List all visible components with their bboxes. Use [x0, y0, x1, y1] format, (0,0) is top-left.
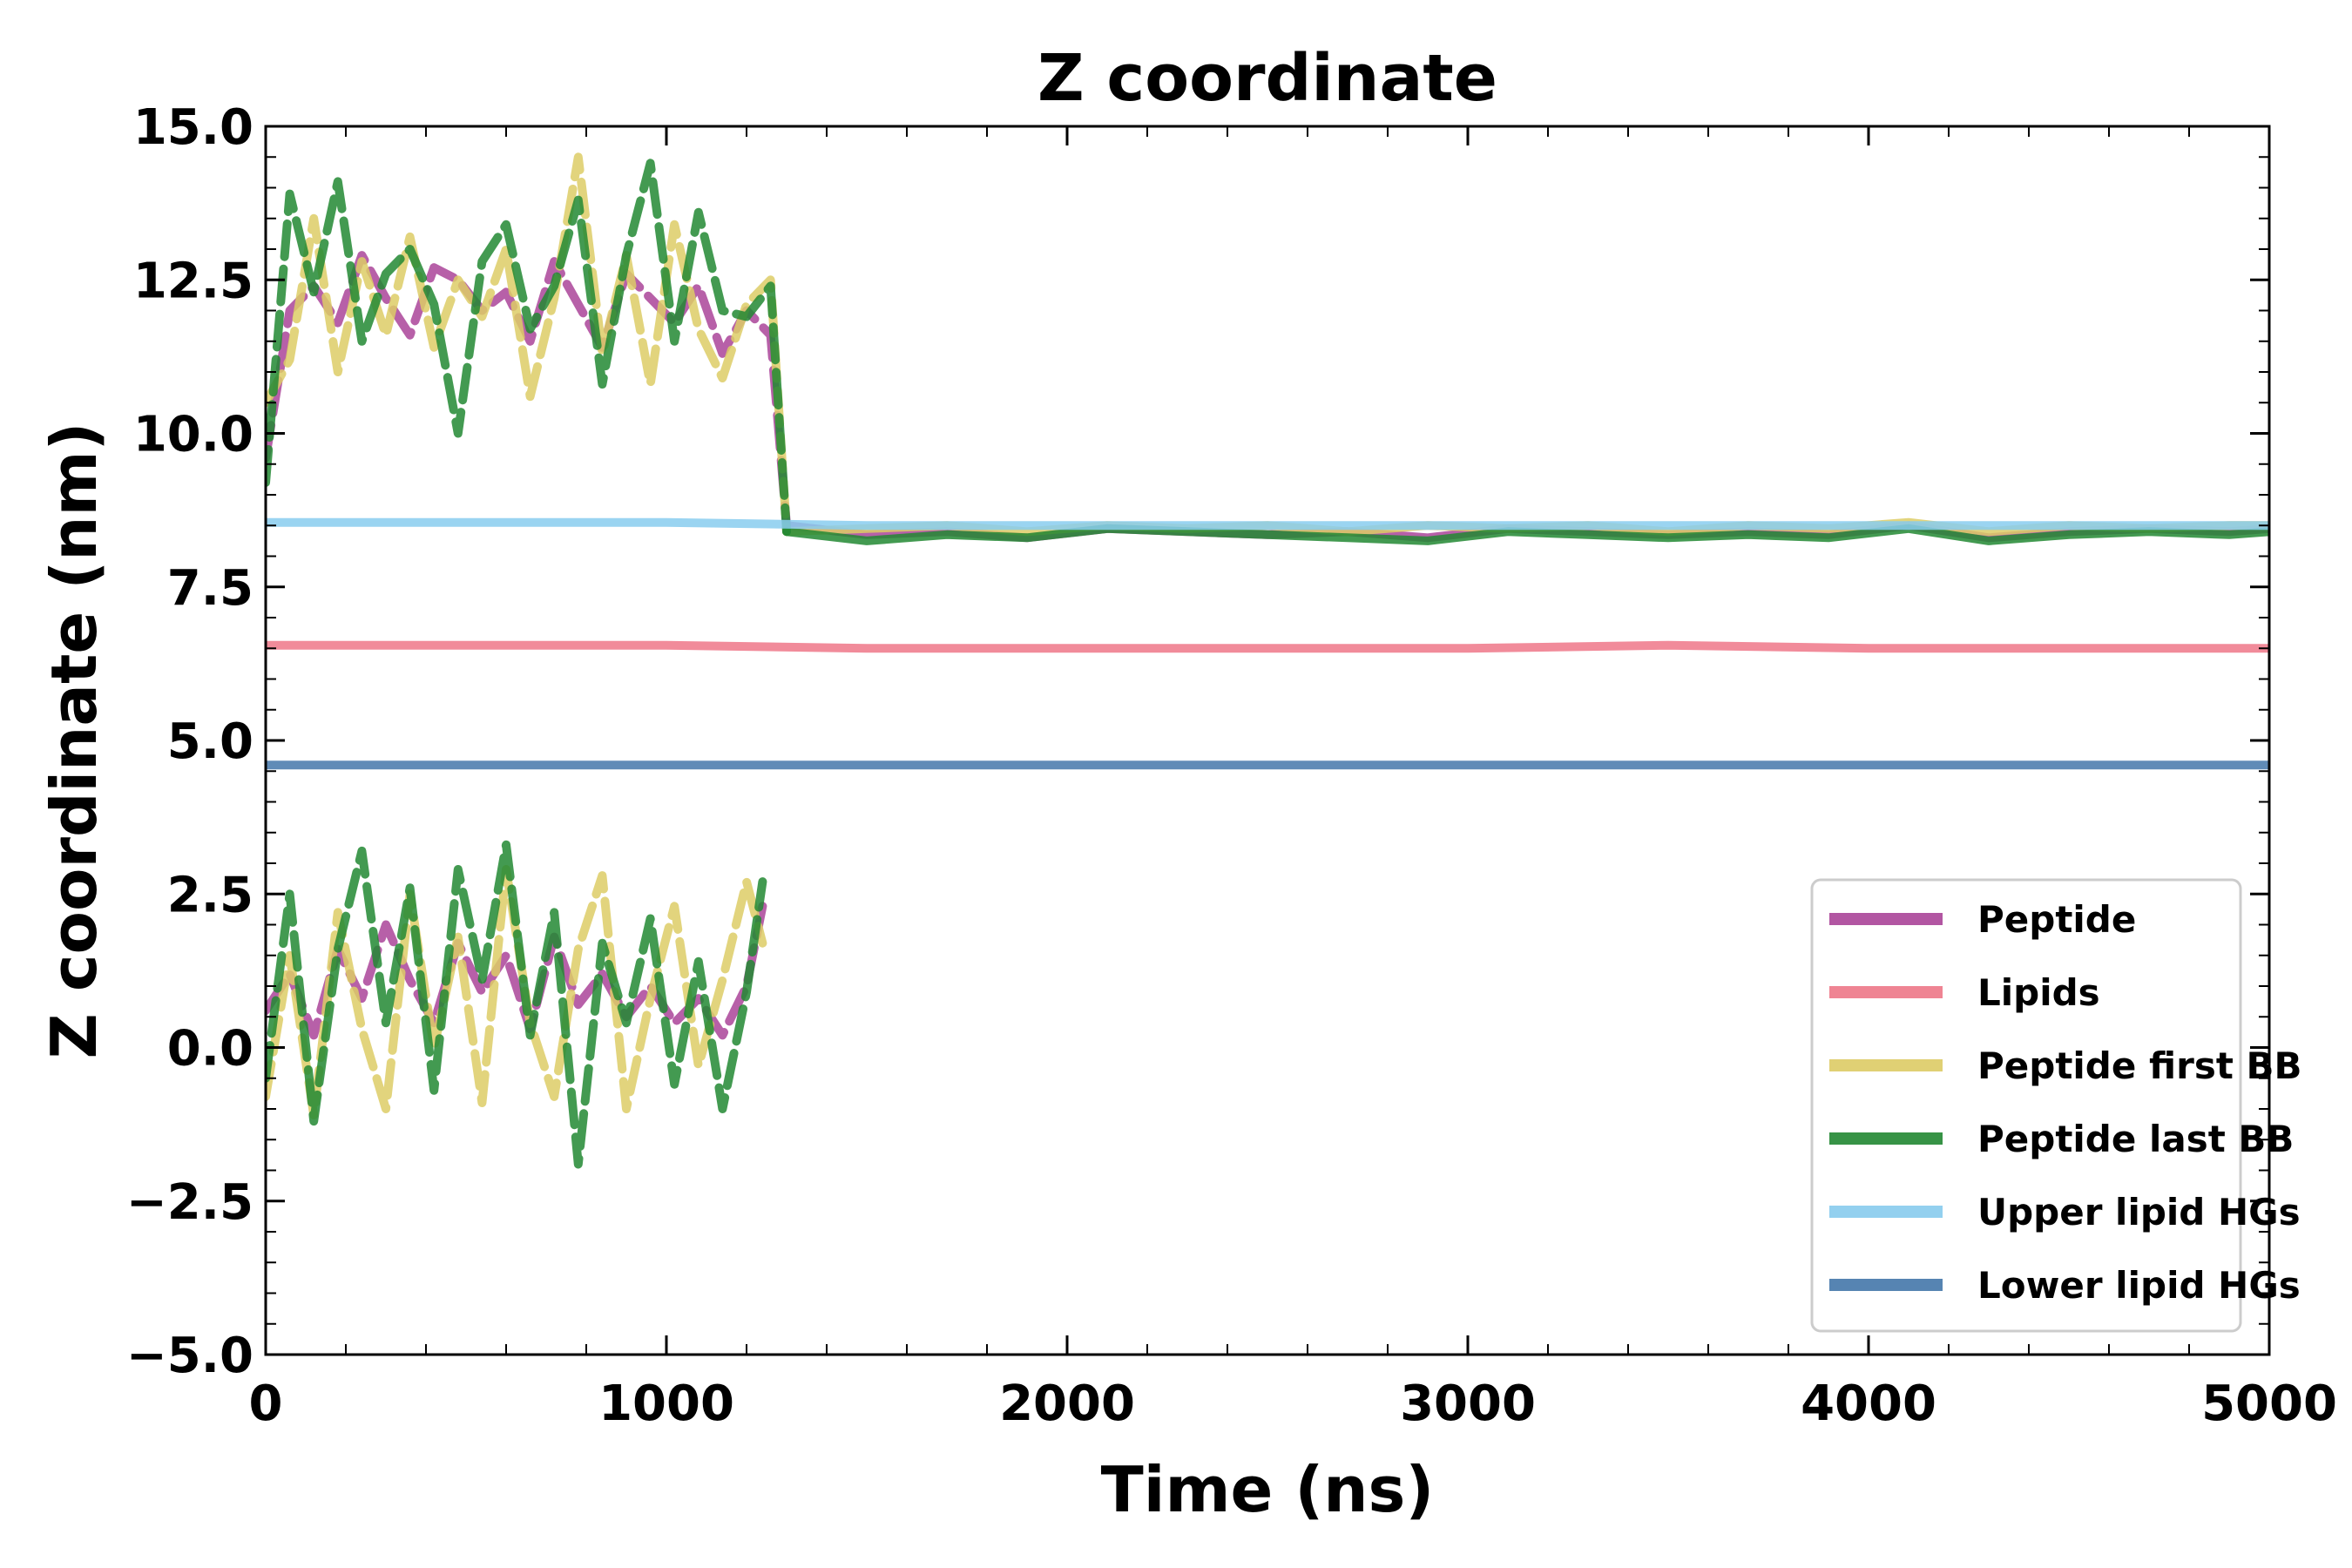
plot-area: 0 1000 2000 3000 4000 5000 −5.0 −2.5 0.0 2.5 5.0 7.… — [126, 99, 2337, 1432]
x-tick-label: 3000 — [1400, 1375, 1536, 1432]
y-tick-label: −2.5 — [126, 1174, 253, 1231]
legend: Peptide Lipids Peptide first BB Peptide las… — [1810, 878, 2302, 1333]
legend-label: Upper lipid HGs — [1977, 1191, 2301, 1233]
x-axis-label: Time (ns) — [1101, 1453, 1435, 1526]
y-axis-label: Z coordinate (nm) — [37, 422, 111, 1059]
series-line-1-segment-0 — [266, 640, 2269, 653]
y-tick-label: 12.5 — [133, 253, 253, 309]
legend-items: Peptide Lipids Peptide first BB Peptide las… — [1829, 898, 2302, 1307]
x-tick-label: 4000 — [1801, 1375, 1936, 1432]
y-tick-label: 0.0 — [167, 1021, 253, 1078]
series-line-2-segment-0 — [266, 152, 791, 537]
y-tick-label: 15.0 — [133, 99, 253, 156]
legend-label: Peptide first BB — [1977, 1044, 2302, 1087]
legend-label: Peptide last BB — [1977, 1118, 2294, 1160]
series-line-4-segment-0 — [266, 517, 2269, 531]
legend-label: Peptide — [1977, 898, 2136, 941]
series-layer — [266, 152, 2269, 1169]
x-tick-label: 0 — [249, 1375, 283, 1432]
y-tick-label: 5.0 — [167, 713, 253, 770]
y-tick-label: 10.0 — [133, 407, 253, 463]
x-tick-label: 2000 — [999, 1375, 1135, 1432]
series-line-3-segment-2 — [782, 524, 2269, 545]
ticks-layer: 0 1000 2000 3000 4000 5000 −5.0 −2.5 0.0 2.5 5.0 7.… — [126, 99, 2337, 1432]
y-tick-label: 7.5 — [167, 560, 253, 617]
series-line-3-segment-1 — [266, 840, 767, 1169]
chart-title: Z coordinate — [1037, 41, 1497, 116]
x-tick-label: 5000 — [2201, 1375, 2337, 1432]
x-tick-label: 1000 — [598, 1375, 734, 1432]
series-line-3-segment-0 — [266, 159, 791, 537]
y-tick-label: 2.5 — [167, 867, 253, 923]
legend-label: Lipids — [1977, 971, 2100, 1014]
y-tick-label: −5.0 — [126, 1328, 253, 1384]
legend-label: Lower lipid HGs — [1977, 1264, 2301, 1307]
